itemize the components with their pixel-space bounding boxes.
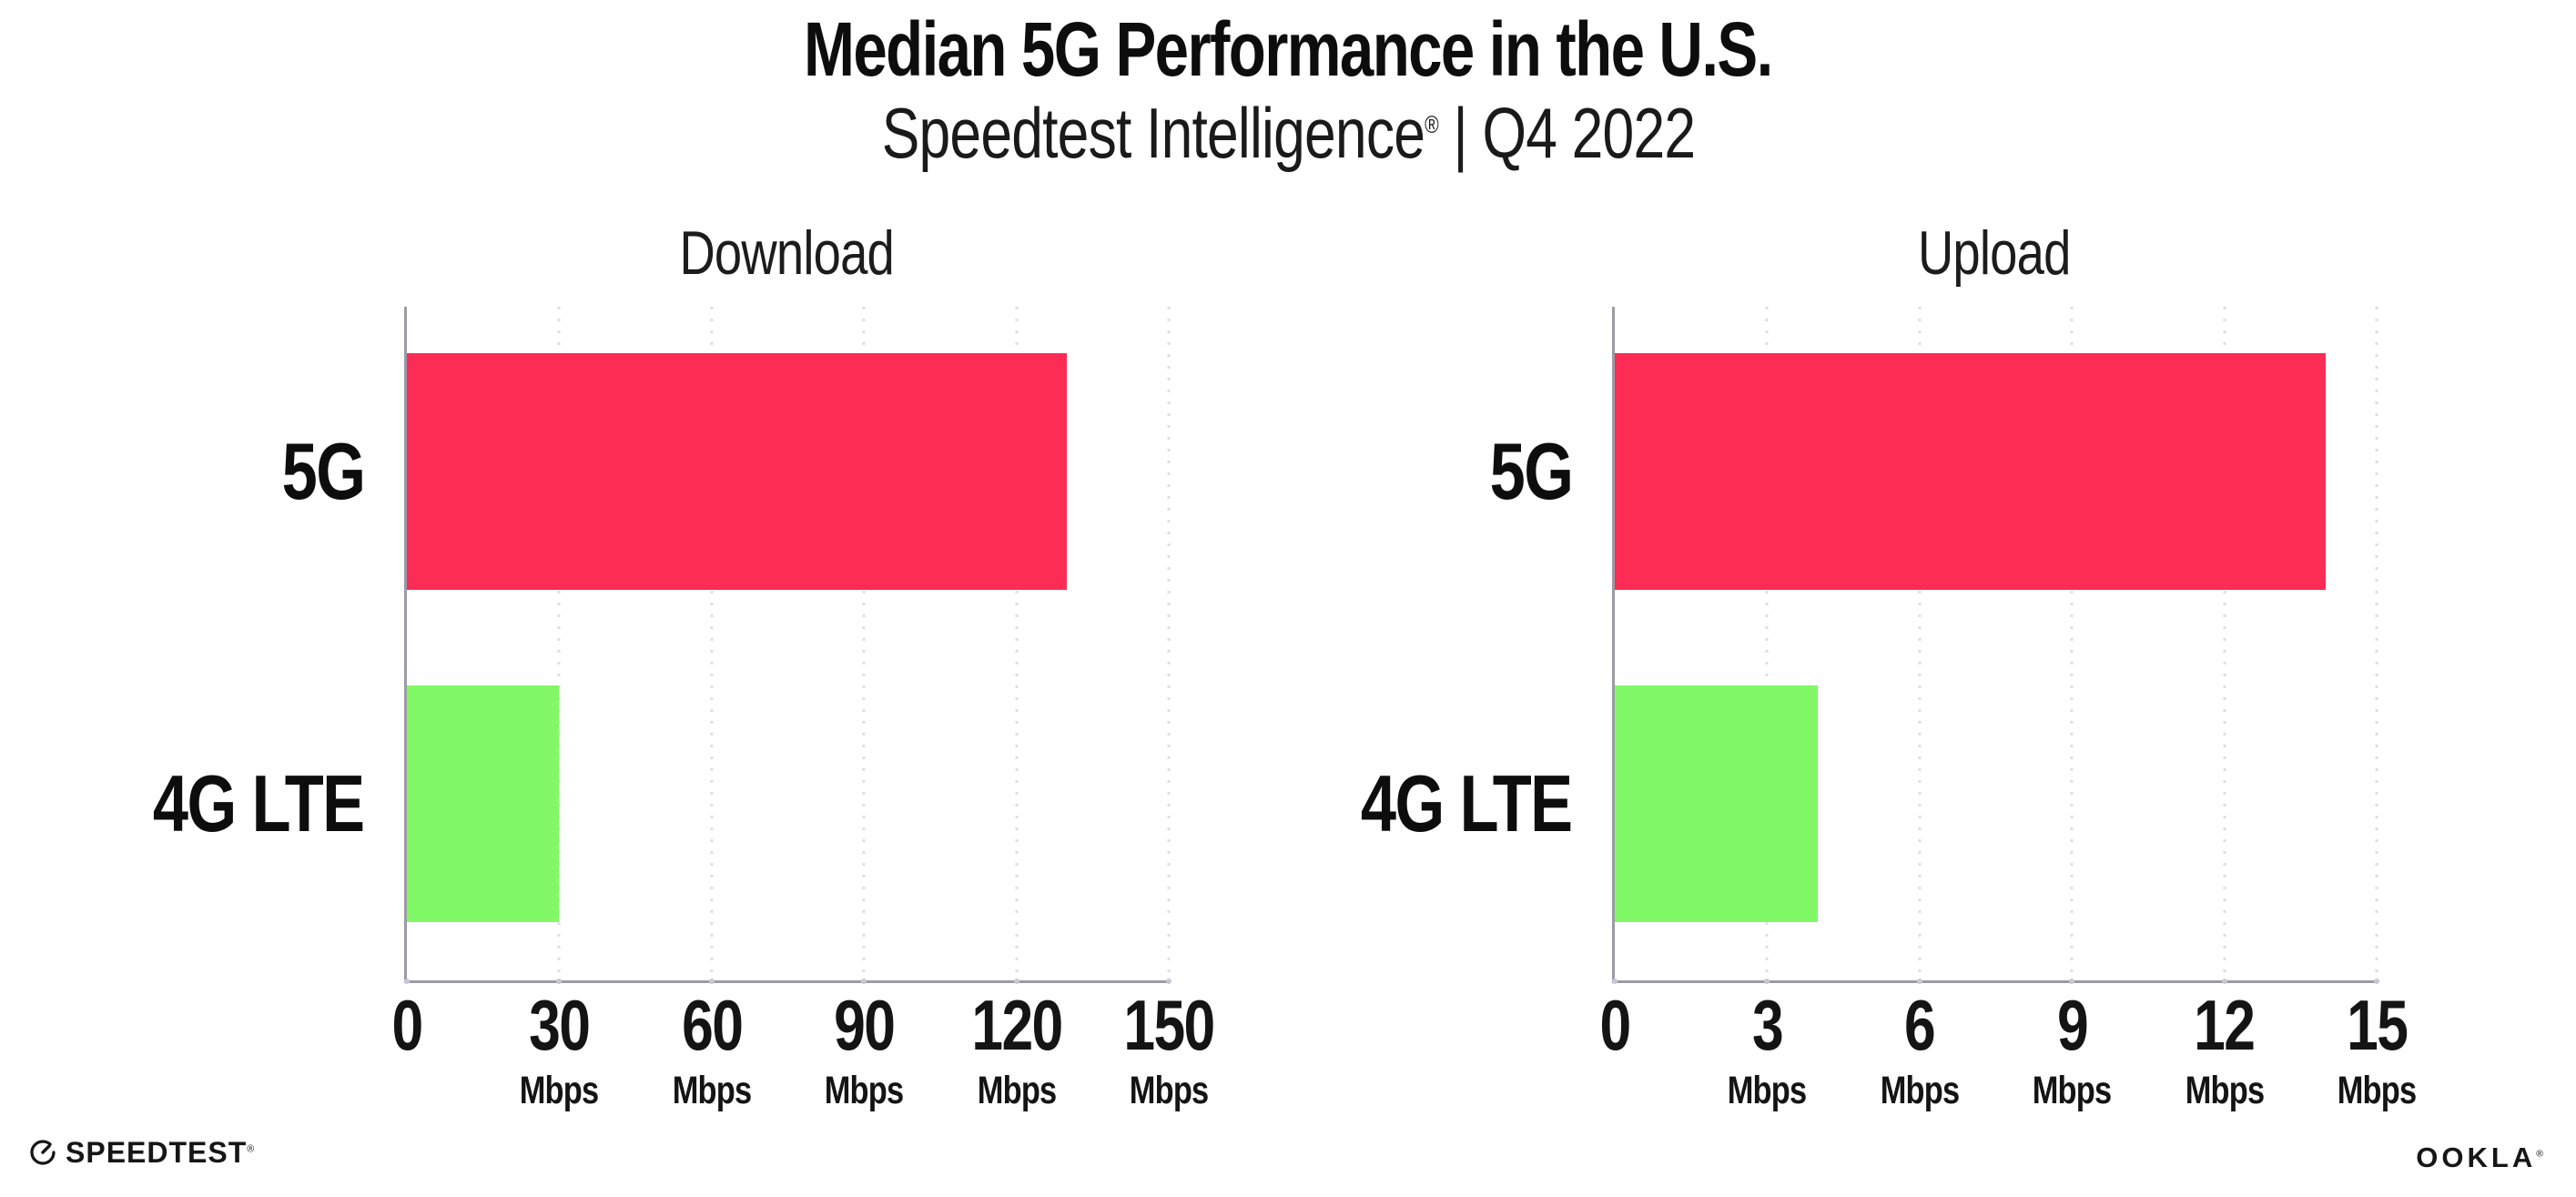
category-label-4g-lte: 4G LTE bbox=[1308, 758, 1573, 848]
axis-tick-dot-15 bbox=[2374, 979, 2379, 984]
gridline-9 bbox=[2070, 307, 2074, 980]
chart-title-download: Download bbox=[404, 222, 1169, 284]
plot-area-upload: 0 3 Mbps 6 Mbps 9 Mbps 12 Mbps 15 Mbps bbox=[1599, 307, 2417, 1111]
bar-4g-lte bbox=[1615, 685, 1819, 922]
plot-area-download: 0 30 Mbps 60 Mbps 90 Mbps 120 Mbps 150 Mbps bbox=[391, 307, 1215, 1111]
x-tick-unit-12: Mbps bbox=[2185, 1069, 2264, 1112]
axis-tick-dot-6 bbox=[1916, 979, 1922, 984]
x-tick-label-12: 12 bbox=[2194, 985, 2256, 1065]
x-tick-unit-9: Mbps bbox=[2032, 1069, 2112, 1112]
chart-download: Download 0 30 Mbps 60 Mbps 90 Mbps 120 Mbps 150 Mb… bbox=[153, 0, 1215, 1197]
gridline-6 bbox=[1918, 307, 1922, 980]
x-tick-unit-15: Mbps bbox=[2337, 1069, 2417, 1112]
x-tick-30: 30 Mbps bbox=[510, 980, 608, 1111]
x-tick-label-150: 150 bbox=[1123, 985, 1215, 1065]
x-tick-15: 15 Mbps bbox=[2328, 980, 2426, 1111]
axis-tick-dot-120 bbox=[1013, 979, 1019, 984]
ookla-registered-icon: ® bbox=[2536, 1148, 2547, 1160]
speedtest-registered-icon: ® bbox=[247, 1143, 256, 1155]
ookla-wordmark: OOKLA bbox=[2416, 1141, 2537, 1173]
gridline-15 bbox=[2375, 307, 2378, 980]
x-tick-unit-30: Mbps bbox=[520, 1069, 599, 1112]
axis-tick-dot-150 bbox=[1166, 979, 1171, 984]
page-title: Median 5G Performance in the U.S. bbox=[0, 9, 2576, 89]
x-tick-label-0: 0 bbox=[391, 985, 423, 1065]
x-tick-label-30: 30 bbox=[529, 985, 591, 1065]
x-tick-label-90: 90 bbox=[834, 985, 896, 1065]
page-title-text: Median 5G Performance in the U.S. bbox=[804, 6, 1773, 92]
speedtest-wordmark: SPEEDTEST® bbox=[66, 1138, 255, 1167]
x-tick-unit-6: Mbps bbox=[1880, 1069, 1960, 1112]
bar-4g-lte bbox=[407, 685, 560, 922]
x-tick-label-120: 120 bbox=[970, 985, 1063, 1065]
x-tick-label-9: 9 bbox=[2056, 985, 2089, 1065]
axis-tick-dot-60 bbox=[708, 979, 715, 984]
axis-tick-dot-30 bbox=[556, 979, 563, 984]
category-label-text-5g: 5G bbox=[281, 426, 365, 516]
x-tick-label-3: 3 bbox=[1751, 985, 1784, 1065]
x-tick-9: 9 Mbps bbox=[2023, 980, 2121, 1111]
x-tick-12: 12 Mbps bbox=[2175, 980, 2273, 1111]
bar-5g bbox=[407, 353, 1068, 590]
gridline-60 bbox=[710, 307, 714, 980]
chart-title-download-text: Download bbox=[679, 218, 894, 288]
chart-title-upload: Upload bbox=[1612, 222, 2377, 284]
x-tick-90: 90 Mbps bbox=[815, 980, 913, 1111]
x-tick-unit-120: Mbps bbox=[977, 1069, 1056, 1112]
gridline-12 bbox=[2223, 307, 2226, 980]
x-tick-0: 0 bbox=[388, 980, 425, 1060]
gridline-90 bbox=[862, 307, 866, 980]
x-tick-6: 6 Mbps bbox=[1871, 980, 1969, 1111]
gridline-120 bbox=[1015, 307, 1019, 980]
x-tick-label-0: 0 bbox=[1599, 985, 1631, 1065]
x-tick-0: 0 bbox=[1596, 980, 1633, 1060]
x-tick-unit-60: Mbps bbox=[672, 1069, 752, 1112]
axis-tick-dot-0 bbox=[404, 979, 410, 984]
page-subtitle: Speedtest Intelligence® | Q4 2022 bbox=[0, 93, 2576, 173]
x-tick-unit-3: Mbps bbox=[1728, 1069, 1807, 1112]
ookla-logo: OOKLA® bbox=[2416, 1143, 2547, 1172]
x-tick-3: 3 Mbps bbox=[1718, 980, 1816, 1111]
x-tick-60: 60 Mbps bbox=[663, 980, 761, 1111]
speedtest-logo: SPEEDTEST® bbox=[29, 1138, 255, 1167]
gridline-30 bbox=[557, 307, 561, 980]
axis-tick-dot-90 bbox=[861, 979, 867, 984]
x-tick-label-6: 6 bbox=[1904, 985, 1936, 1065]
chart-upload: Upload 0 3 Mbps 6 Mbps 9 Mbps 12 Mbps 15 Mbps 5G 4G… bbox=[1361, 0, 2417, 1197]
axis-tick-dot-3 bbox=[1764, 979, 1770, 984]
category-label-5g: 5G bbox=[261, 426, 365, 516]
subtitle-period: | Q4 2022 bbox=[1437, 93, 1696, 173]
page-subtitle-text: Speedtest Intelligence® | Q4 2022 bbox=[881, 93, 1696, 173]
bar-5g bbox=[1615, 353, 2327, 590]
gridline-3 bbox=[1765, 307, 1769, 980]
x-tick-label-15: 15 bbox=[2346, 985, 2409, 1065]
category-label-text-4g-lte: 4G LTE bbox=[153, 758, 365, 848]
subtitle-brand: Speedtest Intelligence bbox=[881, 93, 1425, 173]
x-tick-unit-150: Mbps bbox=[1129, 1069, 1209, 1112]
speedtest-label: SPEEDTEST bbox=[66, 1136, 248, 1169]
chart-title-upload-text: Upload bbox=[1918, 218, 2071, 288]
category-label-5g: 5G bbox=[1469, 426, 1573, 516]
registered-mark-icon: ® bbox=[1424, 111, 1439, 138]
speedtest-gauge-icon bbox=[30, 1140, 56, 1165]
axis-tick-dot-12 bbox=[2221, 979, 2227, 984]
category-label-text-5g: 5G bbox=[1489, 426, 1573, 516]
x-tick-150: 150 Mbps bbox=[1112, 980, 1225, 1111]
category-label-text-4g-lte: 4G LTE bbox=[1361, 758, 1573, 848]
x-tick-unit-90: Mbps bbox=[824, 1069, 904, 1112]
gridline-150 bbox=[1167, 307, 1171, 980]
x-tick-label-60: 60 bbox=[681, 985, 744, 1065]
axis-tick-dot-0 bbox=[1612, 979, 1618, 984]
x-tick-120: 120 Mbps bbox=[960, 980, 1073, 1111]
axis-tick-dot-9 bbox=[2069, 979, 2075, 984]
category-label-4g-lte: 4G LTE bbox=[100, 758, 365, 848]
